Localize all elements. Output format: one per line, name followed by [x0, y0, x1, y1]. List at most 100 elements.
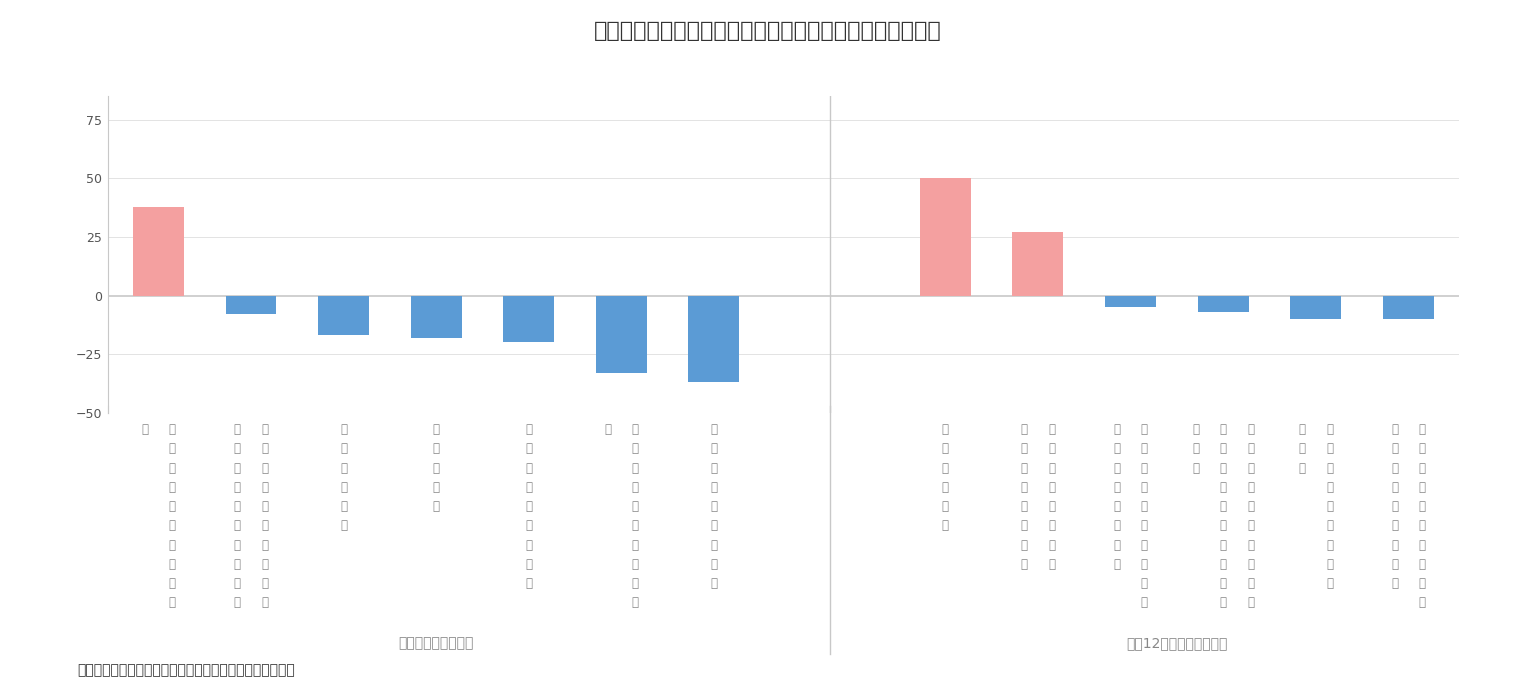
Text: り: り — [1326, 462, 1333, 475]
Text: （資料）　ＰＩＳＡ２０１８よりニッセイ基礎研究所作成: （資料） ＰＩＳＡ２０１８よりニッセイ基礎研究所作成 — [77, 664, 295, 678]
Bar — [134, 206, 184, 296]
Text: い: い — [1192, 442, 1200, 455]
Text: を: を — [942, 481, 949, 494]
Text: 欲: 欲 — [1247, 558, 1255, 571]
Text: に: に — [1220, 596, 1227, 610]
Text: 額: 額 — [1392, 423, 1398, 436]
Text: い: い — [1247, 596, 1255, 610]
Text: ル: ル — [525, 519, 533, 533]
Text: る: る — [631, 539, 639, 552]
Text: 家: 家 — [711, 423, 717, 436]
Text: も: も — [169, 577, 175, 590]
Bar — [596, 296, 647, 373]
Text: 高: 高 — [1326, 500, 1333, 513]
Text: り: り — [1247, 500, 1255, 513]
Text: た: た — [1419, 577, 1425, 590]
Text: も: も — [1326, 539, 1333, 552]
Text: 計: 計 — [1419, 481, 1425, 494]
Text: う: う — [261, 577, 269, 590]
Text: が: が — [1247, 462, 1255, 475]
Text: し: し — [1247, 577, 1255, 590]
Text: の: の — [711, 462, 717, 475]
Text: 件: 件 — [233, 539, 241, 552]
Text: い: い — [1419, 558, 1425, 571]
Text: い: い — [711, 577, 717, 590]
Text: 買: 買 — [1048, 481, 1055, 494]
Text: 条: 条 — [233, 519, 241, 533]
Text: 買: 買 — [1220, 481, 1227, 494]
Text: 対: 対 — [1114, 423, 1120, 436]
Text: な: な — [1141, 519, 1147, 533]
Text: の: の — [1392, 558, 1398, 571]
Text: 日: 日 — [339, 481, 347, 494]
Text: す: す — [1020, 539, 1028, 552]
Text: 句: 句 — [1114, 500, 1120, 513]
Text: の: の — [1141, 442, 1147, 455]
Text: い: い — [1220, 539, 1227, 552]
Text: 手: 手 — [631, 423, 639, 436]
Text: 伝: 伝 — [631, 442, 639, 455]
Bar — [410, 296, 462, 338]
Text: 確: 確 — [942, 500, 949, 513]
Text: も: も — [261, 539, 269, 552]
Bar — [318, 296, 369, 336]
Text: す: す — [631, 519, 639, 533]
Text: え: え — [1220, 500, 1227, 513]
Text: に: に — [1141, 596, 1147, 610]
Text: 仕: 仕 — [711, 481, 717, 494]
Text: に: に — [631, 481, 639, 494]
Text: ら: ら — [169, 558, 175, 571]
Text: 金: 金 — [1247, 442, 1255, 455]
Text: 持: 持 — [942, 442, 949, 455]
Text: り: り — [1020, 462, 1028, 475]
Text: お: お — [631, 558, 639, 571]
Text: る: る — [1020, 558, 1028, 571]
Text: 売: 売 — [433, 481, 439, 494]
Text: せ: せ — [169, 500, 175, 513]
Text: を: を — [1326, 577, 1333, 590]
Text: 雇: 雇 — [339, 500, 347, 513]
Text: 手: 手 — [711, 539, 717, 552]
Text: 画: 画 — [1419, 500, 1425, 513]
Text: 対: 対 — [631, 500, 639, 513]
Text: を: を — [433, 462, 439, 475]
Text: 足: 足 — [1247, 481, 1255, 494]
Text: を: を — [261, 519, 269, 533]
Text: 事: 事 — [1419, 423, 1425, 436]
Text: を: を — [1220, 462, 1227, 475]
Text: 臨: 臨 — [339, 423, 347, 436]
Text: つ: つ — [1192, 423, 1200, 436]
Text: の: の — [261, 596, 269, 610]
Bar — [1012, 233, 1063, 296]
Text: 文: 文 — [1114, 481, 1120, 494]
Text: の: の — [1220, 442, 1227, 455]
Text: に: に — [233, 423, 241, 436]
Text: い: い — [1326, 519, 1333, 533]
Text: い: い — [233, 596, 241, 610]
Text: ら: ら — [261, 558, 269, 571]
Text: り: り — [1392, 462, 1398, 475]
Text: に: に — [1247, 539, 1255, 552]
Text: も: も — [1220, 423, 1227, 436]
Text: 後: 後 — [1048, 539, 1055, 552]
Text: 族: 族 — [711, 442, 717, 455]
Text: い: い — [1141, 539, 1147, 552]
Text: 確: 確 — [1020, 500, 1028, 513]
Text: い: い — [1392, 519, 1398, 533]
Text: を: を — [1048, 462, 1055, 475]
Text: よ: よ — [1392, 442, 1398, 455]
Text: 達: 達 — [169, 442, 175, 455]
Text: 時: 時 — [339, 442, 347, 455]
Text: こ: こ — [1141, 558, 1147, 571]
Text: こ: こ — [1220, 558, 1227, 571]
Text: 提: 提 — [233, 500, 241, 513]
Text: ア: ア — [525, 500, 533, 513]
Text: も: も — [1141, 423, 1147, 436]
Text: ト: ト — [525, 577, 533, 590]
Text: て: て — [1192, 462, 1200, 475]
Text: ・: ・ — [525, 481, 533, 494]
Text: お: お — [1247, 423, 1255, 436]
Text: を: を — [1114, 519, 1120, 533]
Text: う: う — [1114, 558, 1120, 571]
Text: の: の — [233, 462, 241, 475]
